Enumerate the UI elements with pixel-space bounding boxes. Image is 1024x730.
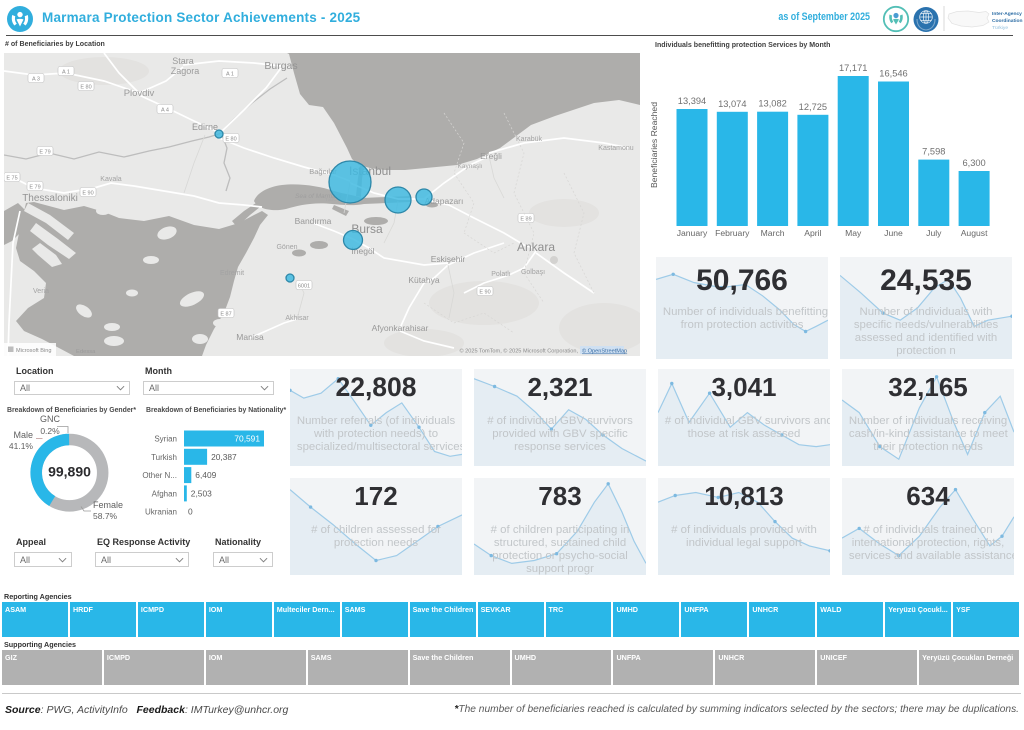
svg-text:16,546: 16,546: [879, 69, 907, 79]
svg-text:Turkish: Turkish: [151, 453, 177, 462]
svg-text:6,409: 6,409: [195, 470, 216, 480]
svg-text:E 80: E 80: [225, 137, 236, 143]
svg-text:Bandırma: Bandırma: [295, 216, 332, 226]
svg-text:Syrian: Syrian: [154, 435, 177, 444]
svg-text:E 87: E 87: [220, 312, 231, 318]
svg-text:Kastamonu: Kastamonu: [598, 145, 634, 152]
svg-text:Polatlı: Polatlı: [491, 271, 511, 278]
svg-text:58.7%: 58.7%: [93, 511, 118, 521]
svg-text:Inter-Agency: Inter-Agency: [992, 11, 1022, 17]
svg-text:Karabük: Karabük: [516, 136, 543, 143]
svg-text:Edessa: Edessa: [76, 349, 96, 355]
svg-text:Golbaşı: Golbaşı: [521, 269, 545, 276]
svg-text:Ankara: Ankara: [517, 240, 555, 254]
svg-text:Plovdiv: Plovdiv: [124, 88, 155, 99]
svg-text:July: July: [926, 228, 942, 238]
svg-text:E 90: E 90: [82, 191, 93, 197]
svg-text:Kavala: Kavala: [100, 176, 122, 183]
svg-text:A 4: A 4: [161, 108, 169, 114]
svg-text:April: April: [804, 228, 821, 238]
svg-text:7,598: 7,598: [922, 147, 945, 157]
svg-text:Ereğli: Ereğli: [480, 151, 502, 161]
svg-text:Ukranian: Ukranian: [145, 508, 177, 517]
svg-text:İnegöl: İnegöl: [351, 246, 374, 256]
svg-text:99,890: 99,890: [48, 464, 91, 480]
svg-text:E 79: E 79: [39, 150, 50, 156]
svg-text:Coordination: Coordination: [992, 18, 1022, 24]
svg-text:Male: Male: [13, 430, 33, 440]
svg-text:13,074: 13,074: [718, 99, 746, 109]
svg-text:Akhisar: Akhisar: [285, 315, 309, 322]
svg-text:E 90: E 90: [479, 290, 490, 296]
svg-text:E 75: E 75: [6, 176, 17, 182]
svg-text:GNC: GNC: [40, 414, 61, 424]
svg-text:A 1: A 1: [62, 70, 70, 76]
svg-text:Manisa: Manisa: [236, 332, 264, 342]
svg-text:Edremit: Edremit: [220, 270, 244, 277]
svg-text:0: 0: [188, 507, 193, 517]
svg-text:Sea of Marmara: Sea of Marmara: [295, 193, 342, 200]
svg-text:70,591: 70,591: [234, 434, 260, 444]
svg-text:6,300: 6,300: [962, 158, 985, 168]
svg-text:6001: 6001: [298, 284, 310, 290]
svg-text:E 89: E 89: [520, 217, 531, 223]
svg-text:Türkiye: Türkiye: [992, 25, 1008, 31]
svg-text:20,387: 20,387: [211, 452, 237, 462]
svg-text:41.1%: 41.1%: [9, 441, 34, 451]
svg-text:Female: Female: [93, 500, 123, 510]
svg-text:Microsoft Bing: Microsoft Bing: [16, 348, 51, 354]
svg-text:12,725: 12,725: [799, 102, 827, 112]
svg-text:13,394: 13,394: [678, 96, 706, 106]
svg-text:Burgas: Burgas: [264, 60, 297, 72]
svg-text:Gönen: Gönen: [276, 244, 297, 251]
svg-text:0.2%: 0.2%: [40, 426, 60, 436]
svg-text:Yalova: Yalova: [324, 196, 344, 203]
svg-text:March: March: [761, 228, 785, 238]
svg-text:Adapazarı: Adapazarı: [425, 196, 464, 206]
svg-text:May: May: [845, 228, 862, 238]
svg-text:Thessaloniki: Thessaloniki: [22, 193, 78, 204]
svg-text:January: January: [677, 228, 708, 238]
svg-text:February: February: [715, 228, 750, 238]
svg-text:Kütahya: Kütahya: [408, 275, 439, 285]
svg-text:Beneficiaries Reached: Beneficiaries Reached: [649, 102, 659, 188]
svg-text:A 3: A 3: [32, 77, 40, 83]
svg-text:A 1: A 1: [226, 72, 234, 78]
svg-text:13,082: 13,082: [758, 99, 786, 109]
svg-text:Afghan: Afghan: [152, 489, 177, 498]
svg-text:© OpenStreetMap: © OpenStreetMap: [582, 348, 627, 355]
svg-text:Edirne: Edirne: [192, 122, 218, 132]
svg-text:Afyonkarahisar: Afyonkarahisar: [372, 323, 429, 333]
svg-text:Bağcılar: Bağcılar: [309, 167, 337, 176]
svg-text:© 2025 TomTom, © 2025 Microsof: © 2025 TomTom, © 2025 Microsoft Corporat…: [459, 348, 578, 355]
svg-text:Stara: Stara: [172, 56, 194, 66]
svg-text:Other N...: Other N...: [142, 471, 177, 480]
svg-text:E 79: E 79: [29, 185, 40, 191]
svg-text:17,171: 17,171: [839, 63, 867, 73]
svg-text:June: June: [884, 228, 903, 238]
svg-text:2,503: 2,503: [191, 488, 212, 498]
svg-text:Veria: Veria: [33, 288, 49, 295]
svg-text:E 80: E 80: [80, 85, 91, 91]
svg-text:Zagora: Zagora: [171, 66, 200, 76]
svg-text:August: August: [961, 228, 988, 238]
svg-text:Eskişehir: Eskişehir: [431, 254, 466, 264]
svg-text:Kaynaşlı: Kaynaşlı: [458, 163, 483, 170]
